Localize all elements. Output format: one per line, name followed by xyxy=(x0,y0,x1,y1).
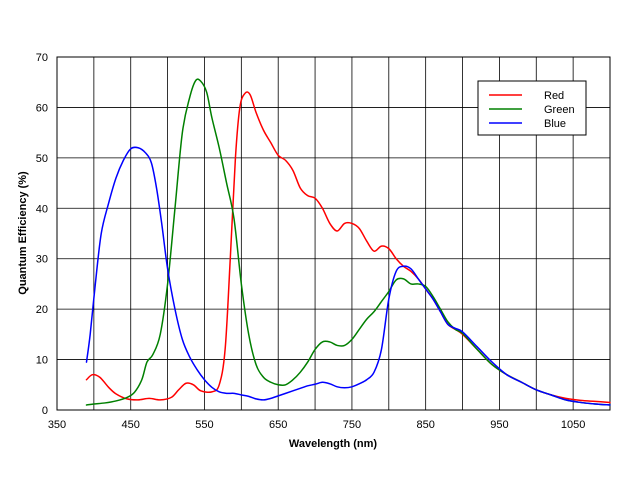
y-tick-label: 20 xyxy=(36,304,48,316)
plot-frame xyxy=(56,56,611,411)
x-tick-label: 950 xyxy=(490,419,508,431)
x-tick-label: 350 xyxy=(48,419,66,431)
y-axis-ticks: 0 10 20 30 40 50 60 70 xyxy=(36,52,48,417)
legend: Red Green Blue xyxy=(477,80,587,136)
y-tick-label: 0 xyxy=(42,405,48,417)
y-tick-label: 60 xyxy=(36,102,48,114)
series-line-blue xyxy=(85,146,611,406)
x-tick-label: 850 xyxy=(416,419,434,431)
x-tick-label: 650 xyxy=(269,419,287,431)
y-tick-label: 50 xyxy=(36,153,48,165)
x-tick-label: 750 xyxy=(343,419,361,431)
x-axis-ticks: 350 450 550 650 750 850 950 1050 xyxy=(48,419,586,431)
y-tick-label: 30 xyxy=(36,254,48,266)
legend-box xyxy=(477,80,587,136)
x-tick-label: 450 xyxy=(122,419,140,431)
y-tick-label: 10 xyxy=(36,355,48,367)
x-axis-label: Wavelength (nm) xyxy=(289,438,378,450)
y-tick-label: 70 xyxy=(36,52,48,64)
legend-label-blue: Blue xyxy=(544,118,566,130)
y-tick-label: 40 xyxy=(36,203,48,215)
legend-label-green: Green xyxy=(544,104,575,116)
x-tick-label: 550 xyxy=(195,419,213,431)
x-tick-label: 1050 xyxy=(561,419,585,431)
y-axis-label: Quantum Efficiency (%) xyxy=(17,171,29,295)
series-lines xyxy=(85,78,611,406)
legend-label-red: Red xyxy=(544,90,564,102)
